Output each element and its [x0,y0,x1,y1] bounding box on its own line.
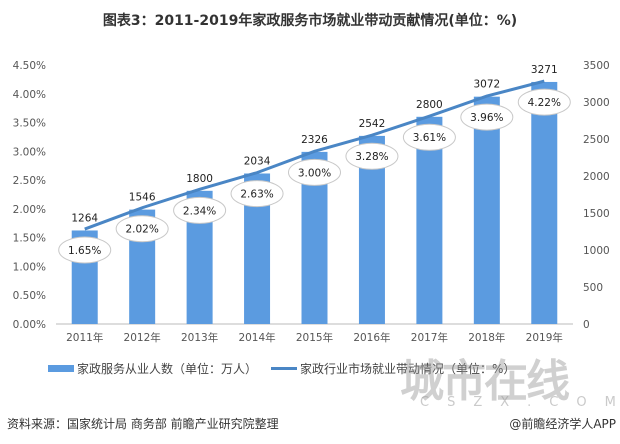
line-value-bubble [402,123,456,151]
line-value-label: 2.02% [125,224,158,236]
left-axis-tick-label: 0.00% [13,319,46,331]
bar-value-label: 2034 [244,155,271,167]
bar [416,116,443,324]
bar-value-label: 2542 [359,118,386,130]
line-value-bubble [345,142,399,170]
x-axis-tick-label: 2011年 [66,331,103,344]
chart-title: 图表3：2011-2019年家政服务市场就业带动贡献情况(单位：%) [102,13,518,29]
source-note: 资料来源：国家统计局 商务部 前瞻产业研究院整理 [7,417,279,431]
x-axis-tick-label: 2014年 [238,331,275,344]
line-value-bubble [517,88,571,116]
right-axis-tick-label: 1000 [583,245,610,257]
x-axis-tick-label: 2017年 [411,331,448,344]
bar-value-label: 1800 [186,173,213,185]
line-value-label: 2.34% [183,205,216,217]
left-axis-tick-label: 3.00% [13,146,46,158]
line-value-bubble [115,215,169,243]
x-axis-tick-label: 2018年 [468,331,505,344]
line-value-label: 3.96% [470,112,503,124]
legend-swatch-line [271,367,298,370]
x-axis-tick-label: 2019年 [526,331,563,344]
left-axis-tick-label: 4.50% [13,60,46,72]
right-axis-tick-label: 3000 [583,97,610,109]
bar [473,96,500,324]
x-axis-tick-label: 2012年 [124,331,161,344]
watermark-logo: 城市在线 [400,356,570,407]
line-value-label: 3.00% [298,167,331,179]
left-axis-tick-label: 1.00% [13,261,46,273]
left-axis-tick-label: 2.50% [13,175,46,187]
line-value-label: 4.22% [528,97,561,109]
x-axis-tick-label: 2016年 [353,331,390,344]
watermark-sub: CSZX.COM [420,395,620,410]
line-value-label: 1.65% [68,245,101,257]
line-value-label: 3.28% [355,151,388,163]
left-axis-tick-label: 4.00% [13,89,46,101]
legend-label-bar: 家政服务从业人数（单位：万人） [77,362,258,376]
line-value-label: 3.61% [413,132,446,144]
legend: 家政服务从业人数（单位：万人） 家政行业市场就业带动情况（单位：%） [48,360,515,377]
credit-note: @前瞻经济学人APP [509,417,616,431]
left-axis-tick-label: 0.50% [13,290,46,302]
bar-value-label: 2800 [416,99,443,111]
bar-value-label: 2326 [301,134,328,146]
bar-value-label: 1546 [129,192,156,204]
line-series [84,79,545,231]
legend-label-line: 家政行业市场就业带动情况（单位：%） [300,362,516,376]
bar-value-label: 3072 [473,79,500,91]
x-axis-tick-label: 2013年 [181,331,218,344]
right-axis-tick-label: 500 [583,282,603,294]
right-axis-tick-label: 2500 [583,134,610,146]
right-axis-tick-label: 2000 [583,171,610,183]
line-value-label: 2.63% [240,189,273,201]
line-value-bubble [58,236,112,264]
line-value-bubble [230,180,284,208]
line-value-bubble [460,103,514,131]
left-axis-tick-label: 3.50% [13,118,46,130]
right-axis-tick-label: 0 [583,319,590,331]
right-axis-tick-label: 1500 [583,208,610,220]
bar [531,81,558,324]
legend-item-bar: 家政服务从业人数（单位：万人） [48,360,257,377]
line-value-bubble [173,196,227,224]
legend-item-line: 家政行业市场就业带动情况（单位：%） [271,360,515,377]
x-axis-tick-label: 2015年 [296,331,333,344]
left-axis-tick-label: 1.50% [13,233,46,245]
right-axis-tick-label: 3500 [583,60,610,72]
bar-value-label: 1264 [71,212,98,224]
legend-swatch-bar [48,365,74,372]
line-value-bubble [288,158,341,186]
bar-value-label: 3271 [531,64,558,76]
left-axis-tick-label: 2.00% [13,204,46,216]
